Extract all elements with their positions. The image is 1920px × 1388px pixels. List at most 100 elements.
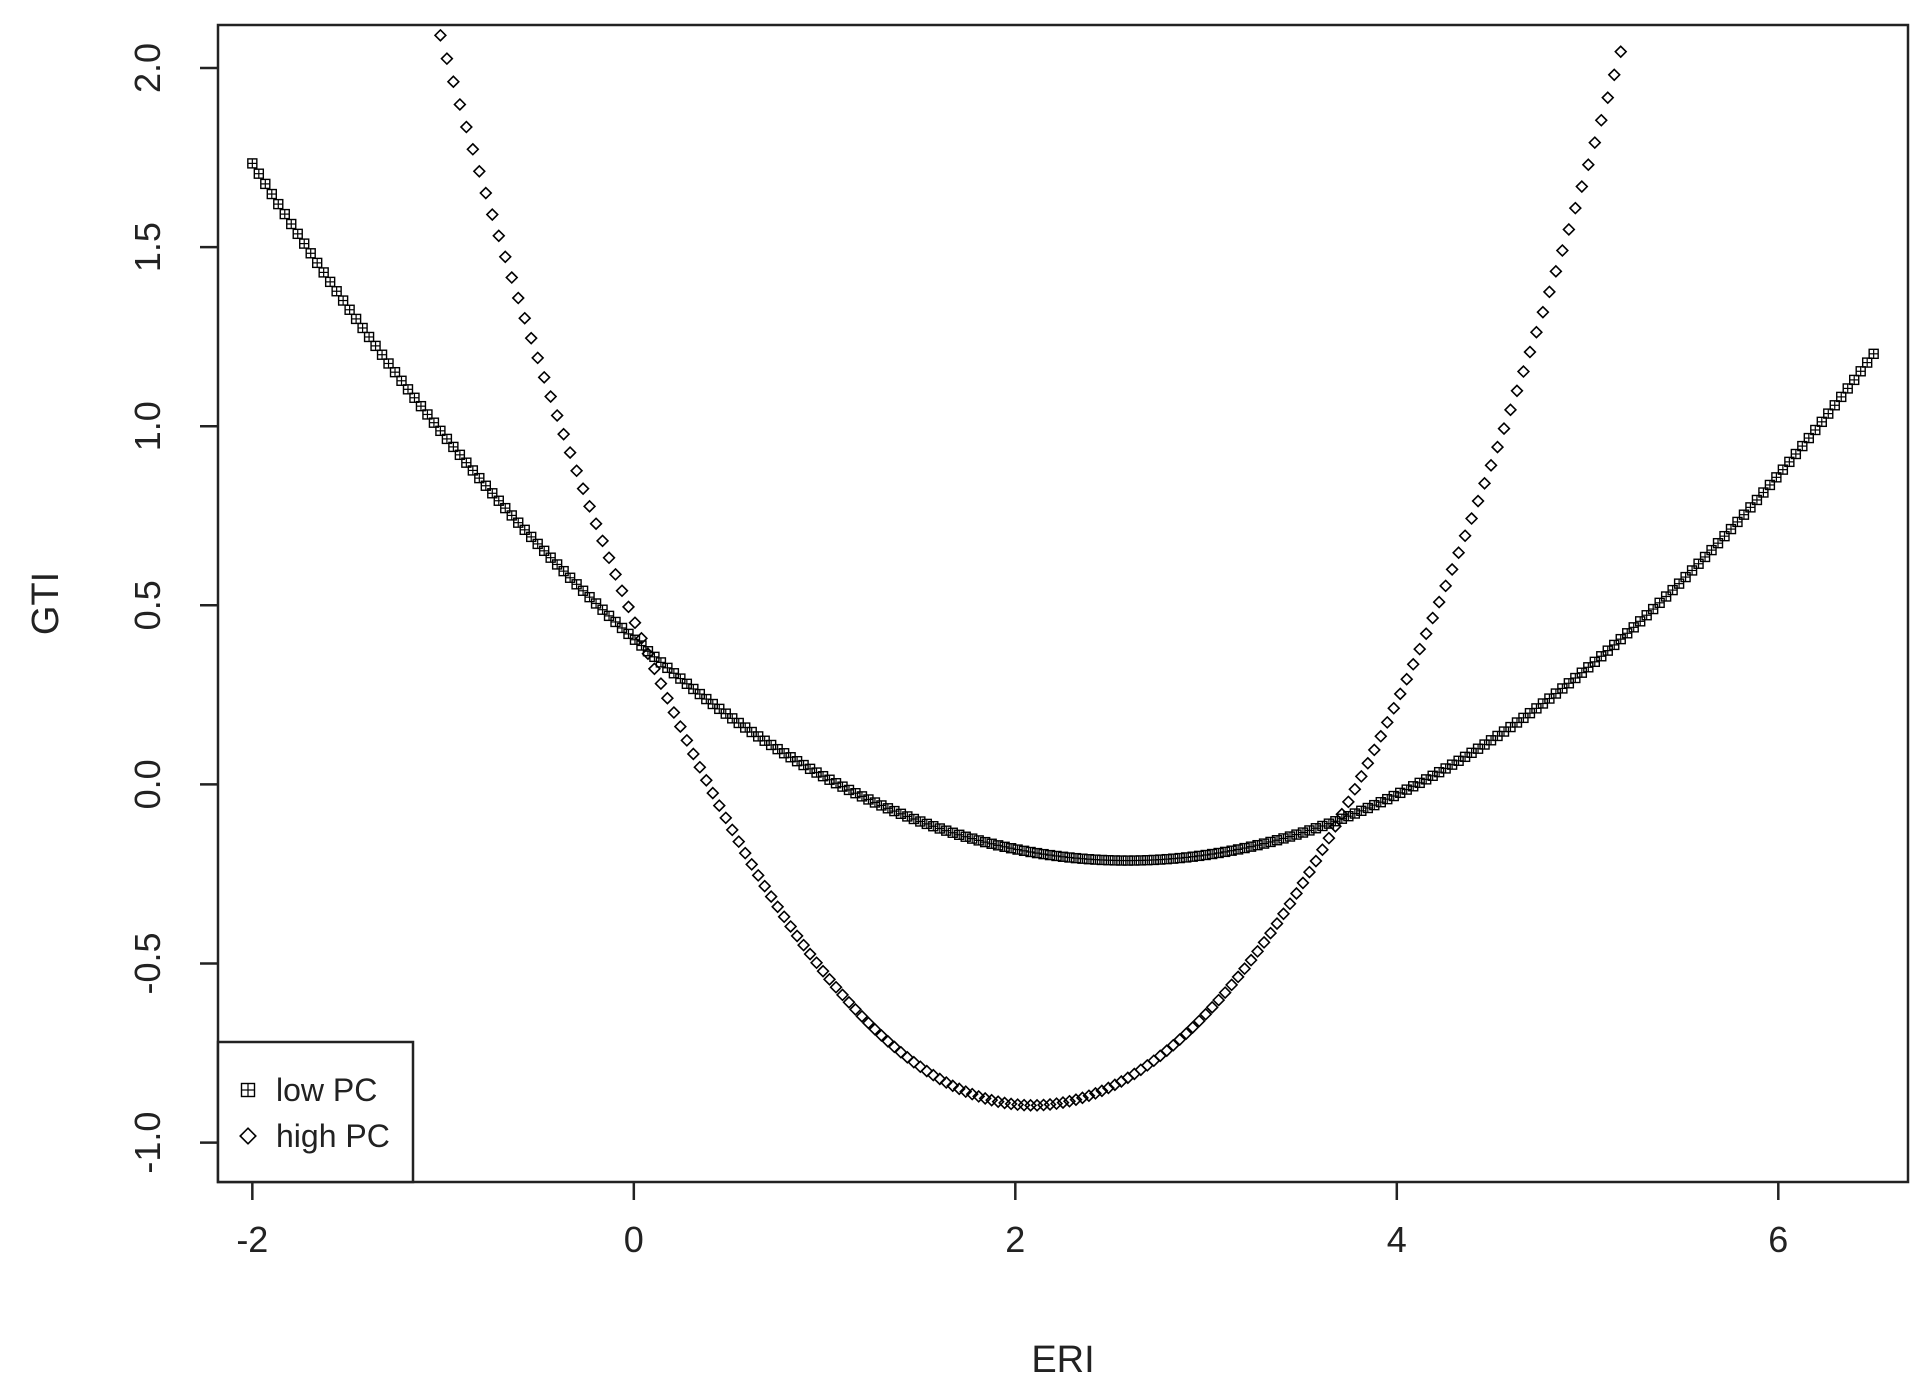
data-point (1075, 1091, 1089, 1105)
data-point (1297, 827, 1309, 838)
data-point (1245, 841, 1257, 852)
data-point (603, 610, 615, 622)
data-point (764, 890, 778, 904)
legend-label: high PC (276, 1118, 390, 1154)
data-point (318, 267, 329, 278)
data-point (589, 517, 603, 531)
data-point (610, 616, 621, 628)
data-point (1516, 364, 1530, 379)
data-point (1471, 494, 1485, 508)
data-point (758, 879, 772, 893)
data-point (1745, 502, 1756, 513)
y-tick-label: 1.0 (127, 401, 168, 451)
data-point (1555, 243, 1569, 258)
data-point (1568, 201, 1582, 215)
data-point (1051, 850, 1062, 862)
data-point (583, 499, 597, 513)
data-point (1523, 345, 1537, 359)
data-point (662, 662, 673, 674)
data-point (1849, 374, 1860, 386)
data-point (279, 208, 290, 220)
data-point (1382, 793, 1393, 805)
data-point (1861, 357, 1873, 368)
data-point (1408, 781, 1419, 792)
data-point (1542, 285, 1556, 299)
data-point (1634, 616, 1646, 627)
data-point (1244, 953, 1258, 967)
data-point (1614, 45, 1628, 59)
data-point (505, 270, 519, 285)
data-point (973, 835, 984, 846)
data-point (894, 1045, 908, 1059)
data-point (1751, 494, 1763, 506)
data-point (848, 1002, 863, 1016)
data-point (810, 956, 824, 970)
data-point (946, 1079, 960, 1093)
x-axis-label: ERI (1031, 1339, 1094, 1381)
data-point (926, 1068, 940, 1082)
data-point (558, 565, 569, 577)
data-point (921, 818, 933, 830)
data-point (524, 331, 538, 345)
data-point (1784, 456, 1795, 468)
data-point (887, 1040, 901, 1054)
data-point (1445, 562, 1459, 576)
data-point (1829, 400, 1840, 411)
data-point (855, 1009, 869, 1023)
data-point (856, 791, 868, 802)
data-point (1005, 843, 1017, 854)
data-point (1536, 305, 1550, 319)
data-point (1400, 672, 1414, 686)
data-point (1562, 222, 1576, 236)
legend-box (216, 1040, 415, 1184)
data-point (992, 840, 1004, 851)
data-point (459, 120, 473, 134)
data-point (655, 657, 667, 668)
data-point (448, 441, 459, 453)
y-tick-label: 2.0 (127, 43, 168, 93)
data-point (1596, 651, 1607, 662)
data-point (253, 168, 265, 179)
y-tick-label: 1.5 (127, 222, 168, 272)
y-axis-label: GTI (25, 572, 67, 635)
data-point (928, 821, 939, 832)
x-tick-label: 6 (1768, 1219, 1788, 1260)
x-tick-label: -2 (236, 1219, 268, 1260)
data-point (602, 551, 616, 565)
data-point (608, 567, 623, 581)
data-point (784, 919, 798, 934)
data-point (1367, 743, 1381, 757)
data-point (273, 198, 284, 210)
data-point (1420, 774, 1432, 785)
data-point (1419, 627, 1433, 641)
data-point (699, 773, 713, 787)
data-point (1816, 416, 1827, 428)
data-point (920, 1064, 934, 1078)
data-point (959, 1085, 973, 1099)
data-point (790, 929, 804, 943)
data-point (1622, 628, 1633, 639)
data-point (889, 805, 900, 817)
data-point (1401, 784, 1412, 795)
data-point (396, 375, 407, 386)
data-point (1712, 537, 1724, 549)
data-point (479, 186, 493, 200)
data-point (550, 408, 564, 423)
data-point (907, 1055, 921, 1069)
data-point (1187, 851, 1198, 862)
data-point (1868, 348, 1879, 360)
data-point (738, 846, 752, 860)
data-point (843, 784, 855, 796)
data-point (461, 457, 472, 468)
data-point (804, 763, 816, 775)
data-point (526, 531, 537, 543)
data-point (1038, 848, 1049, 860)
data-point (1452, 546, 1466, 560)
series-layer (247, 28, 1879, 1112)
data-point (1375, 796, 1386, 808)
data-point (1276, 907, 1291, 921)
data-point (1549, 264, 1563, 278)
data-point (1174, 852, 1185, 864)
data-point (440, 52, 454, 66)
data-point (1056, 1096, 1070, 1110)
